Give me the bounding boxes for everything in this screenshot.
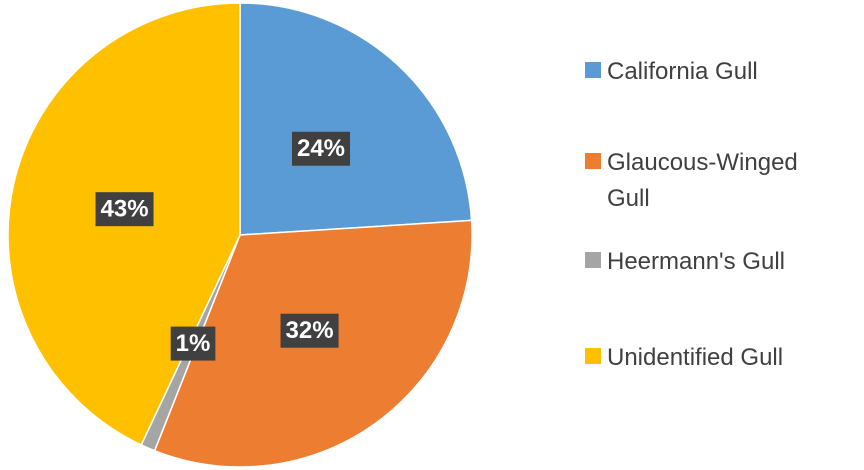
legend-entry: Unidentified Gull — [585, 340, 847, 376]
data-label-text: 32% — [286, 317, 334, 344]
data-label-box — [280, 313, 339, 348]
data-label-text: 24% — [297, 135, 345, 162]
legend-entry: Heermann's Gull — [585, 244, 847, 280]
legend-swatch — [585, 153, 601, 169]
data-label: 24% — [291, 131, 351, 166]
data-label-box — [291, 131, 351, 166]
pie-area: 24% 32% 1% 43% — [7, 2, 473, 468]
data-label: 32% — [280, 313, 339, 348]
legend-label: Unidentified Gull — [607, 344, 784, 371]
legend-entry: California Gull — [585, 54, 847, 90]
legend-swatch — [585, 62, 601, 78]
legend-entry: Glaucous-Winged Gull — [585, 145, 847, 217]
data-label-text: 1% — [176, 330, 211, 357]
legend-label: Heermann's Gull — [607, 248, 785, 275]
legend-swatch — [585, 252, 601, 268]
legend-label: California Gull — [607, 58, 758, 85]
pie-slice — [239, 2, 473, 236]
legend: California Gull Glaucous-Winged Gull Heerm… — [585, 0, 864, 470]
data-label-text: 43% — [101, 196, 149, 223]
data-label: 43% — [95, 192, 154, 227]
legend-label: Glaucous-Winged Gull — [607, 149, 798, 212]
data-label-box — [170, 326, 216, 361]
legend-swatch — [585, 348, 601, 364]
data-label: 1% — [170, 326, 216, 361]
data-label-box — [95, 192, 154, 227]
